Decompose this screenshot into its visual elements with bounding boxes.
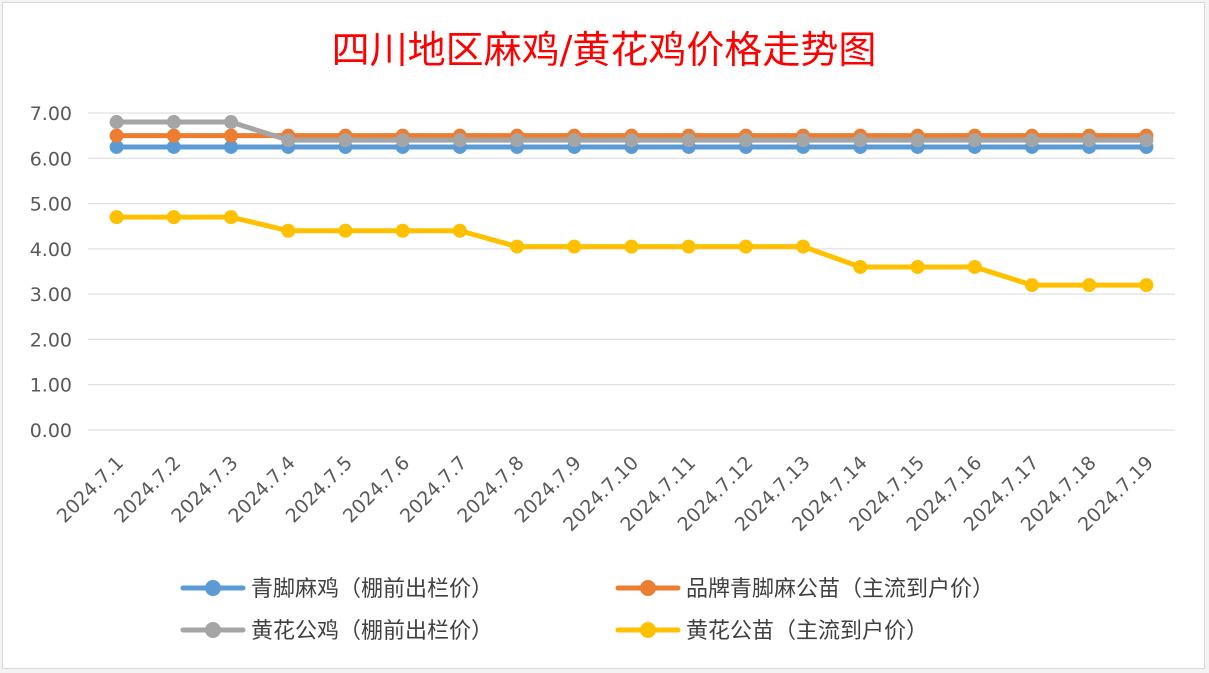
data-point bbox=[853, 259, 868, 274]
data-point bbox=[109, 139, 124, 154]
data-point bbox=[967, 133, 982, 148]
data-point bbox=[166, 139, 181, 154]
data-point bbox=[395, 133, 410, 148]
data-point bbox=[166, 115, 181, 130]
data-point bbox=[853, 133, 868, 148]
legend-marker bbox=[205, 622, 221, 638]
data-point bbox=[224, 139, 239, 154]
y-tick-label: 3.00 bbox=[30, 284, 72, 306]
x-axis-ticks: 2024.7.12024.7.22024.7.32024.7.42024.7.5… bbox=[53, 452, 1158, 536]
data-point bbox=[1024, 278, 1039, 293]
legend-label: 黄花公鸡（棚前出栏价） bbox=[251, 619, 493, 644]
y-tick-label: 2.00 bbox=[30, 329, 72, 351]
data-point bbox=[624, 239, 639, 254]
data-point bbox=[1139, 278, 1154, 293]
y-tick-label: 0.00 bbox=[30, 420, 72, 442]
data-point bbox=[224, 115, 239, 130]
y-axis-ticks: 0.00 1.00 2.00 3.00 4.00 5.00 6.00 7.00 bbox=[30, 103, 72, 442]
data-point bbox=[281, 223, 296, 238]
data-point bbox=[109, 128, 124, 143]
legend-item: 青脚麻鸡（棚前出栏价） bbox=[180, 577, 493, 602]
data-point bbox=[910, 133, 925, 148]
y-tick-label: 1.00 bbox=[30, 375, 72, 397]
data-point bbox=[452, 133, 467, 148]
data-point bbox=[1082, 133, 1097, 148]
data-point bbox=[1082, 278, 1097, 293]
data-point bbox=[224, 210, 239, 225]
data-point bbox=[510, 133, 525, 148]
data-point bbox=[166, 210, 181, 225]
data-point bbox=[338, 133, 353, 148]
y-tick-label: 7.00 bbox=[30, 103, 72, 125]
data-point bbox=[796, 133, 811, 148]
data-point bbox=[1024, 133, 1039, 148]
data-point bbox=[281, 133, 296, 148]
data-point bbox=[567, 239, 582, 254]
data-point bbox=[166, 128, 181, 143]
chart-title: 四川地区麻鸡/黄花鸡价格走势图 bbox=[332, 28, 877, 72]
chart-svg: 四川地区麻鸡/黄花鸡价格走势图 0.00 1.00 2.00 3.00 4.00 5.00… bbox=[30, 28, 1175, 644]
y-tick-label: 4.00 bbox=[30, 239, 72, 261]
legend-label: 黄花公苗（主流到户价） bbox=[686, 619, 928, 644]
legend-item: 黄花公鸡（棚前出栏价） bbox=[180, 619, 493, 644]
data-point bbox=[910, 259, 925, 274]
legend-marker bbox=[640, 580, 656, 596]
series-4 bbox=[109, 210, 1154, 293]
data-point bbox=[224, 128, 239, 143]
legend-label: 青脚麻鸡（棚前出栏价） bbox=[251, 577, 493, 602]
data-point bbox=[510, 239, 525, 254]
data-point bbox=[796, 239, 811, 254]
data-point bbox=[338, 223, 353, 238]
legend: 青脚麻鸡（棚前出栏价） 品牌青脚麻公苗（主流到户价） 黄花公鸡（棚前出栏价） 黄花公苗… bbox=[180, 577, 994, 644]
data-point bbox=[738, 133, 753, 148]
legend-item: 品牌青脚麻公苗（主流到户价） bbox=[615, 577, 994, 602]
data-point bbox=[109, 210, 124, 225]
y-tick-label: 6.00 bbox=[30, 148, 72, 170]
data-point bbox=[681, 133, 696, 148]
data-point bbox=[681, 239, 696, 254]
data-point bbox=[109, 115, 124, 130]
series-lines bbox=[109, 115, 1154, 293]
legend-marker bbox=[640, 622, 656, 638]
data-point bbox=[1139, 133, 1154, 148]
legend-marker bbox=[205, 580, 221, 596]
y-tick-label: 5.00 bbox=[30, 194, 72, 216]
legend-item: 黄花公苗（主流到户价） bbox=[615, 619, 928, 644]
data-point bbox=[967, 259, 982, 274]
data-point bbox=[452, 223, 467, 238]
data-point bbox=[395, 223, 410, 238]
gridlines bbox=[88, 112, 1175, 431]
data-point bbox=[624, 133, 639, 148]
data-point bbox=[738, 239, 753, 254]
legend-label: 品牌青脚麻公苗（主流到户价） bbox=[686, 577, 994, 602]
series-3 bbox=[109, 115, 1154, 148]
data-point bbox=[567, 133, 582, 148]
